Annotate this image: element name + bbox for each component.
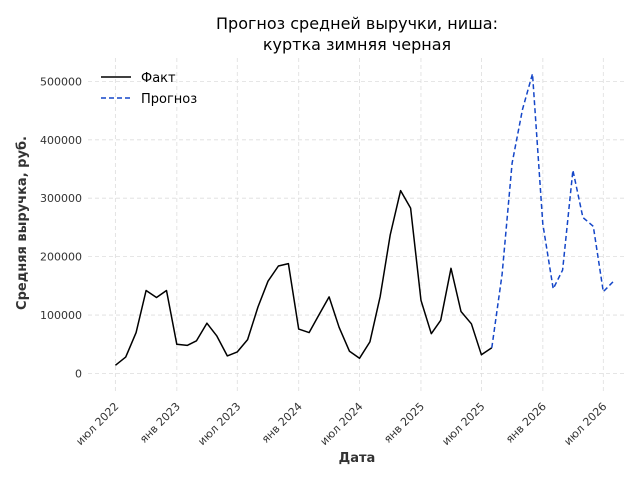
y-tick-label: 300000 — [40, 192, 82, 205]
chart-title-line-2: куртка зимняя черная — [263, 35, 451, 54]
x-tick-label: июл 2024 — [318, 400, 366, 448]
x-tick-label: июл 2022 — [73, 400, 121, 448]
x-tick-label: июл 2023 — [195, 400, 243, 448]
x-tick-label: июл 2025 — [439, 400, 487, 448]
y-axis-label: Средняя выручка, руб. — [15, 136, 30, 310]
x-axis-label: Дата — [339, 451, 376, 466]
series-line-forecast — [491, 73, 615, 348]
x-tick-label: янв 2024 — [259, 400, 305, 446]
y-tick-label: 100000 — [40, 309, 82, 322]
y-tick-label: 0 — [75, 367, 82, 380]
legend-label-forecast: Прогноз — [141, 92, 197, 107]
x-tick-label: июл 2026 — [561, 400, 609, 448]
x-axis-ticks: июл 2022 янв 2023 июл 2023 янв 2024 июл 2024… — [73, 400, 609, 448]
chart-title-line-1: Прогноз средней выручки, ниша: — [216, 14, 498, 33]
y-tick-label: 200000 — [40, 251, 82, 264]
x-tick-label: янв 2023 — [137, 400, 183, 446]
x-tick-label: янв 2026 — [503, 400, 549, 446]
y-tick-label: 500000 — [40, 75, 82, 88]
series-lines — [114, 73, 615, 366]
y-tick-label: 400000 — [40, 134, 82, 147]
x-tick-label: янв 2025 — [381, 400, 427, 446]
y-axis-ticks: 0 100000 200000 300000 400000 500000 — [40, 75, 82, 380]
series-line-fact — [114, 189, 493, 366]
legend: Факт Прогноз — [101, 71, 197, 107]
legend-label-fact: Факт — [141, 71, 176, 86]
grid — [88, 58, 624, 391]
